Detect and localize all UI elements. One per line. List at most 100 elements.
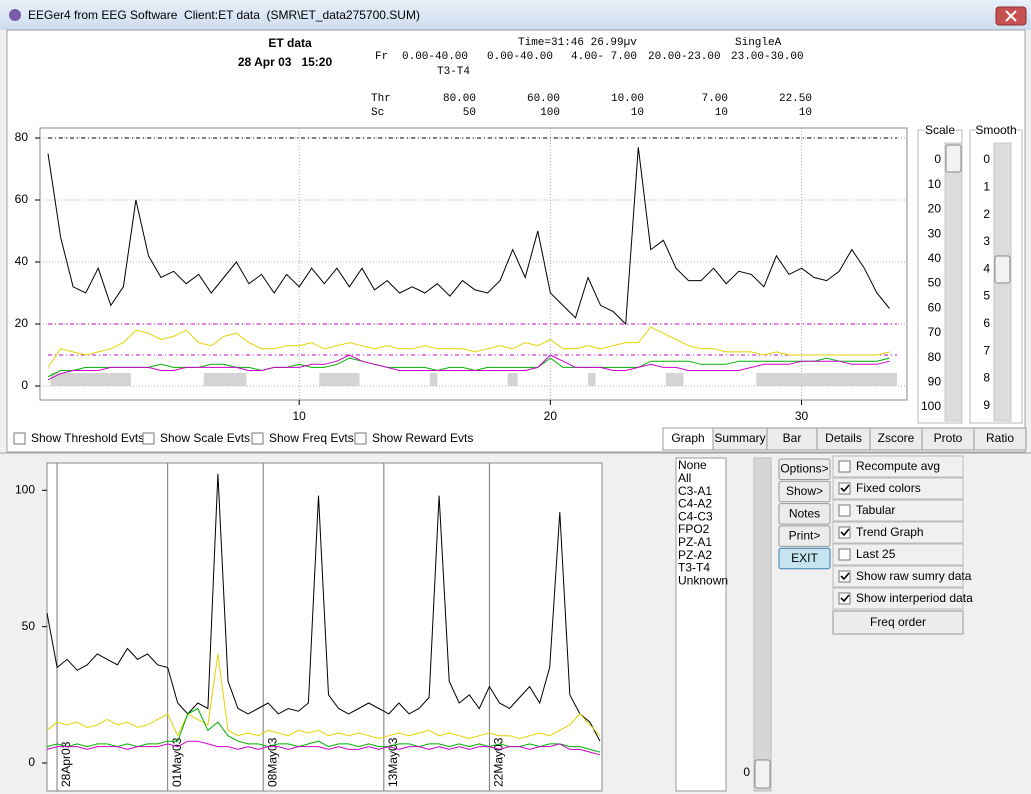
checkbox[interactable] [251, 432, 264, 445]
list-item[interactable]: PZ-A2 [678, 548, 712, 562]
option-label[interactable]: Last 25 [856, 547, 896, 561]
button[interactable] [778, 503, 831, 525]
x-tick-label: 10 [293, 409, 307, 423]
list-item[interactable]: T3-T4 [678, 561, 710, 575]
checkbox-label[interactable]: Show Threshold Evts [31, 431, 144, 445]
tab-label[interactable]: Bar [783, 431, 802, 445]
button[interactable] [778, 458, 831, 480]
checkbox-label[interactable]: Show Reward Evts [372, 431, 473, 445]
tab-label[interactable]: Ratio [986, 431, 1014, 445]
panel-title-bg [976, 124, 1016, 137]
button[interactable] [832, 610, 964, 635]
series-line [46, 653, 601, 740]
checkbox[interactable] [838, 482, 851, 495]
y-tick-label: 0 [28, 755, 35, 769]
option-label[interactable]: Recompute avg [856, 459, 940, 473]
y-tick-label: 20 [15, 316, 29, 330]
button[interactable] [778, 525, 831, 547]
list-item[interactable]: Unknown [678, 573, 728, 587]
list-item[interactable]: All [678, 471, 691, 485]
list-item[interactable]: C4-A2 [678, 497, 712, 511]
mode: SingleA [735, 37, 782, 49]
thr-label: Thr [371, 93, 391, 105]
slider-label: 40 [928, 251, 942, 265]
checkbox[interactable] [838, 526, 851, 539]
reward-period [756, 373, 897, 386]
tab-label[interactable]: Graph [671, 431, 704, 445]
slider-thumb[interactable] [994, 255, 1011, 284]
slider-label: 90 [928, 374, 942, 388]
option-row [832, 587, 964, 610]
option-label[interactable]: Fixed colors [856, 481, 921, 495]
checkbox[interactable] [354, 432, 367, 445]
checkbox-label[interactable]: Show Freq Evts [269, 431, 354, 445]
option-row [832, 543, 964, 566]
x-tick-label: 20 [544, 409, 558, 423]
y-tick-label: 80 [15, 130, 29, 144]
y-tick-label: 0 [21, 378, 28, 392]
button-label[interactable]: EXIT [791, 551, 818, 565]
checkbox[interactable] [13, 432, 26, 445]
y-tick-label: 50 [22, 619, 36, 633]
slider-label: 3 [983, 234, 990, 248]
button-label[interactable]: Options> [780, 462, 828, 476]
tab[interactable] [973, 427, 1027, 451]
site-listbox [675, 457, 727, 792]
button-label[interactable]: Notes [789, 506, 820, 520]
reward-period [588, 373, 596, 386]
time-info: Time=31:46 26.99µv [518, 37, 637, 49]
button-label[interactable]: Show> [786, 484, 823, 498]
checkbox[interactable] [142, 432, 155, 445]
checkbox[interactable] [838, 460, 851, 473]
freq-range: 4.00- 7.00 [571, 51, 637, 63]
button[interactable] [778, 547, 831, 570]
slider-label: 1 [983, 179, 990, 193]
option-label[interactable]: Show raw sumry data [856, 569, 972, 583]
freq-range: 0.00-40.00 [402, 51, 468, 63]
title-bar [0, 0, 1031, 30]
option-row [832, 565, 964, 588]
slider-label: 5 [983, 289, 990, 303]
x-tick-label: 01May03 [170, 737, 184, 787]
slider-label: 80 [928, 350, 942, 364]
reward-period [665, 373, 684, 386]
tab-label[interactable]: Summary [714, 431, 765, 445]
option-label[interactable]: Trend Graph [856, 525, 924, 539]
tab-label[interactable]: Proto [934, 431, 963, 445]
checkbox-label[interactable]: Show Scale Evts [160, 431, 250, 445]
checkbox[interactable] [838, 592, 851, 605]
slider-label: 0 [983, 152, 990, 166]
slider-label: 0 [934, 152, 941, 166]
list-item[interactable]: PZ-A1 [678, 535, 712, 549]
y-tick-label: 40 [15, 254, 29, 268]
chart-name: ET data [268, 36, 312, 50]
reward-period [50, 373, 131, 386]
option-label[interactable]: Tabular [856, 503, 895, 517]
list-item[interactable]: C4-C3 [678, 509, 713, 523]
option-label[interactable]: Show interperiod data [856, 591, 973, 605]
slider-label: 8 [983, 371, 990, 385]
threshold-value: 22.50 [779, 93, 812, 105]
list-item[interactable]: None [678, 458, 707, 472]
slider-track[interactable] [944, 142, 963, 422]
checkbox[interactable] [838, 570, 851, 583]
session-date: 28 Apr 03 15:20 [238, 55, 333, 69]
x-tick-label: 13May03 [386, 737, 400, 787]
threshold-value: 7.00 [702, 93, 728, 105]
list-item[interactable]: FPO2 [678, 522, 710, 536]
tab-label[interactable]: Details [825, 431, 862, 445]
button-label[interactable]: Freq order [870, 615, 926, 629]
tab-label[interactable]: Zscore [878, 431, 915, 445]
button-label[interactable]: Print> [789, 529, 821, 543]
scale-value: 10 [799, 107, 812, 119]
slider-label: 10 [928, 177, 942, 191]
checkbox[interactable] [838, 504, 851, 517]
list-item[interactable]: C3-A1 [678, 484, 712, 498]
scale-value: 50 [463, 107, 476, 119]
checkbox[interactable] [838, 548, 851, 561]
slider-track[interactable] [753, 457, 772, 792]
button[interactable] [778, 480, 831, 503]
slider-label: 20 [928, 202, 942, 216]
slider-thumb[interactable] [945, 144, 962, 173]
slider-thumb[interactable] [754, 759, 771, 789]
